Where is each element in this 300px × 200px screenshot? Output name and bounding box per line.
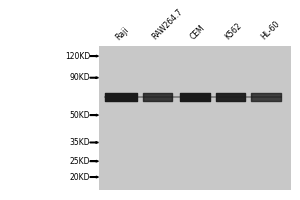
Text: CEM: CEM [189,24,207,42]
Text: RAW264.7: RAW264.7 [150,8,184,42]
Text: HL-60: HL-60 [260,19,282,42]
Text: 50KD: 50KD [69,111,90,120]
Text: 90KD: 90KD [69,73,90,82]
Text: Raji: Raji [114,25,130,42]
Text: 35KD: 35KD [69,138,90,147]
Text: 20KD: 20KD [70,173,90,182]
Text: 25KD: 25KD [70,157,90,166]
Text: K562: K562 [223,22,243,42]
Text: 120KD: 120KD [65,52,90,61]
